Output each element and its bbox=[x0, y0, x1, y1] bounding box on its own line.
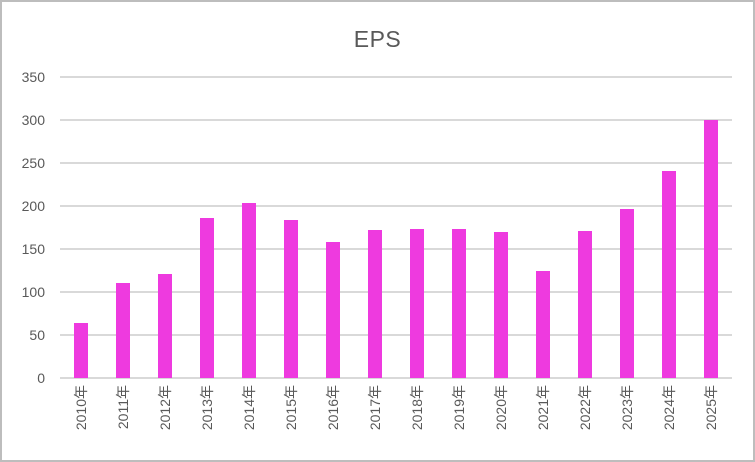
x-tick-label-2021年: 2021年 bbox=[535, 385, 551, 431]
x-tick-label-2012年: 2012年 bbox=[157, 385, 173, 431]
bar-2013年 bbox=[200, 218, 214, 378]
x-tick-label-2023年: 2023年 bbox=[619, 385, 635, 431]
gridline-150 bbox=[60, 248, 732, 250]
y-tick-label-100: 100 bbox=[21, 284, 45, 300]
bar-2019年 bbox=[452, 229, 466, 378]
x-tick-label-2016年: 2016年 bbox=[325, 385, 341, 431]
bar-2011年 bbox=[116, 283, 130, 378]
y-tick-label-50: 50 bbox=[29, 327, 45, 343]
bar-2017年 bbox=[368, 230, 382, 378]
y-tick-label-350: 350 bbox=[21, 69, 45, 85]
x-tick-label-2011年: 2011年 bbox=[115, 385, 131, 430]
bar-2021年 bbox=[536, 271, 550, 378]
x-tick-label-2017年: 2017年 bbox=[367, 385, 383, 431]
gridline-200 bbox=[60, 205, 732, 207]
bar-2020年 bbox=[494, 232, 508, 378]
bar-2018年 bbox=[410, 229, 424, 378]
gridline-350 bbox=[60, 76, 732, 78]
y-tick-label-250: 250 bbox=[21, 155, 45, 171]
gridline-250 bbox=[60, 162, 732, 164]
y-tick-label-0: 0 bbox=[37, 370, 45, 386]
x-tick-label-2013年: 2013年 bbox=[199, 385, 215, 431]
gridline-50 bbox=[60, 334, 732, 336]
x-tick-label-2025年: 2025年 bbox=[703, 385, 719, 431]
gridline-100 bbox=[60, 291, 732, 293]
x-tick-label-2014年: 2014年 bbox=[241, 385, 257, 431]
bar-2023年 bbox=[620, 209, 634, 378]
bar-2016年 bbox=[326, 242, 340, 378]
y-tick-label-150: 150 bbox=[21, 241, 45, 257]
chart-title: EPS bbox=[353, 26, 402, 52]
y-tick-label-300: 300 bbox=[21, 112, 45, 128]
x-tick-label-2020年: 2020年 bbox=[493, 385, 509, 431]
y-tick-label-200: 200 bbox=[21, 198, 45, 214]
gridline-0 bbox=[60, 377, 732, 379]
x-tick-label-2010年: 2010年 bbox=[73, 385, 89, 431]
x-tick-label-2018年: 2018年 bbox=[409, 385, 425, 431]
x-tick-label-2024年: 2024年 bbox=[661, 385, 677, 431]
bar-2025年 bbox=[704, 120, 718, 378]
bar-2015年 bbox=[284, 220, 298, 378]
x-tick-label-2015年: 2015年 bbox=[283, 385, 299, 431]
bar-2012年 bbox=[158, 274, 172, 378]
bar-2010年 bbox=[74, 323, 88, 378]
x-tick-label-2022年: 2022年 bbox=[577, 385, 593, 431]
bar-2024年 bbox=[662, 171, 676, 378]
bar-2022年 bbox=[578, 231, 592, 378]
bar-2014年 bbox=[242, 203, 256, 378]
x-tick-label-2019年: 2019年 bbox=[451, 385, 467, 431]
gridline-300 bbox=[60, 119, 732, 121]
